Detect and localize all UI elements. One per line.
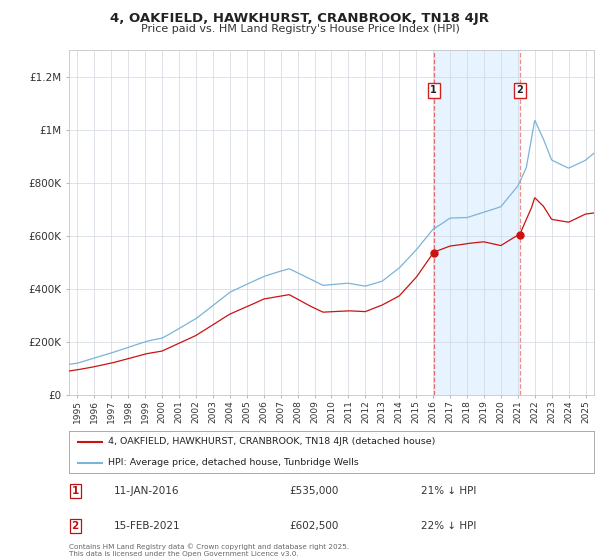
Text: HPI: Average price, detached house, Tunbridge Wells: HPI: Average price, detached house, Tunb… (109, 458, 359, 467)
Text: Price paid vs. HM Land Registry's House Price Index (HPI): Price paid vs. HM Land Registry's House … (140, 24, 460, 34)
Text: 1: 1 (430, 85, 437, 95)
Text: Contains HM Land Registry data © Crown copyright and database right 2025.
This d: Contains HM Land Registry data © Crown c… (69, 544, 349, 557)
Text: £602,500: £602,500 (290, 521, 339, 531)
Text: 22% ↓ HPI: 22% ↓ HPI (421, 521, 476, 531)
Text: 4, OAKFIELD, HAWKHURST, CRANBROOK, TN18 4JR (detached house): 4, OAKFIELD, HAWKHURST, CRANBROOK, TN18 … (109, 437, 436, 446)
Text: £535,000: £535,000 (290, 487, 339, 496)
Bar (434, 50, 520, 395)
Text: 1: 1 (71, 487, 79, 496)
Text: 11-JAN-2016: 11-JAN-2016 (113, 487, 179, 496)
Text: 21% ↓ HPI: 21% ↓ HPI (421, 487, 476, 496)
Text: 15-FEB-2021: 15-FEB-2021 (113, 521, 180, 531)
Text: 2: 2 (517, 85, 523, 95)
Text: 4, OAKFIELD, HAWKHURST, CRANBROOK, TN18 4JR: 4, OAKFIELD, HAWKHURST, CRANBROOK, TN18 … (110, 12, 490, 25)
Text: 2: 2 (71, 521, 79, 531)
